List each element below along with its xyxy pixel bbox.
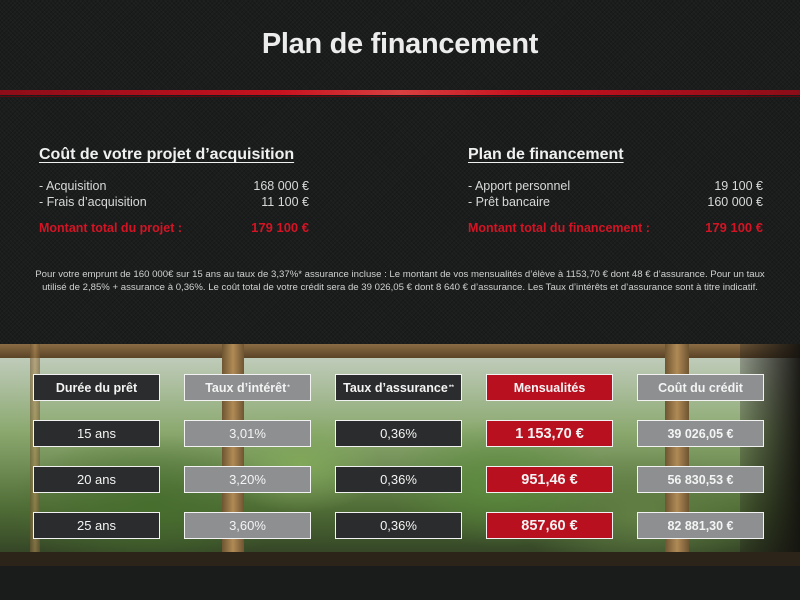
cost-row-acquisition: - Acquisition 168 000 € (39, 178, 309, 194)
financing-label: - Prêt bancaire (468, 195, 550, 209)
cell-duree: 15 ans (33, 420, 160, 447)
photo-floor (0, 552, 800, 566)
cost-label: - Acquisition (39, 179, 107, 193)
cell-taux-interet: 3,01% (184, 420, 311, 447)
cell-mensualite: 1 153,70 € (486, 420, 613, 447)
cell-taux-assurance: 0,36% (335, 420, 462, 447)
financing-section: Plan de financement - Apport personnel 1… (468, 146, 763, 236)
page-footer (0, 566, 800, 600)
page-header: Plan de financement (0, 0, 800, 97)
cost-total-row: Montant total du projet : 179 100 € (39, 220, 309, 236)
financing-total-label: Montant total du financement : (468, 221, 650, 235)
cost-total-value: 179 100 € (251, 220, 309, 235)
cost-row-frais: - Frais d’acquisition 11 100 € (39, 194, 309, 210)
project-cost-section: Coût de votre projet d’acquisition - Acq… (39, 146, 309, 236)
cell-taux-interet: 3,20% (184, 466, 311, 493)
cost-value: 168 000 € (253, 179, 309, 193)
cell-mensualite: 951,46 € (486, 466, 613, 493)
header-taux-assurance: Taux d’assurance ** (335, 374, 462, 401)
pergola-post (30, 344, 40, 566)
cell-duree: 25 ans (33, 512, 160, 539)
header-divider-shadow (0, 96, 800, 97)
financing-total-value: 179 100 € (705, 220, 763, 235)
cell-taux-assurance: 0,36% (335, 512, 462, 539)
header-duree: Durée du prêt (33, 374, 160, 401)
footnote-mark: ** (448, 384, 454, 391)
header-cout-credit: Coût du crédit (637, 374, 764, 401)
cell-cout-credit: 56 830,53 € (637, 466, 764, 493)
financing-value: 160 000 € (707, 195, 763, 209)
cell-taux-assurance: 0,36% (335, 466, 462, 493)
cell-cout-credit: 39 026,05 € (637, 420, 764, 447)
cell-taux-interet: 3,60% (184, 512, 311, 539)
pergola-beam (0, 344, 800, 358)
financing-label: - Apport personnel (468, 179, 571, 193)
cost-value: 11 100 € (261, 195, 309, 209)
project-cost-heading: Coût de votre projet d’acquisition (39, 146, 295, 163)
financing-heading: Plan de financement (468, 146, 624, 163)
header-taux-interet: Taux d’intérêt * (184, 374, 311, 401)
footnote-mark: * (287, 384, 290, 391)
cost-total-label: Montant total du projet : (39, 221, 183, 235)
financing-row-pret: - Prêt bancaire 160 000 € (468, 194, 763, 210)
cell-cout-credit: 82 881,30 € (637, 512, 764, 539)
header-mensualites: Mensualités (486, 374, 613, 401)
financing-value: 19 100 € (714, 179, 763, 193)
cost-label: - Frais d’acquisition (39, 195, 147, 209)
cell-duree: 20 ans (33, 466, 160, 493)
financing-total-row: Montant total du financement : 179 100 € (468, 220, 763, 236)
cell-mensualite: 857,60 € (486, 512, 613, 539)
loan-disclaimer: Pour votre emprunt de 160 000€ sur 15 an… (35, 269, 765, 293)
header-divider (0, 90, 800, 95)
financing-row-apport: - Apport personnel 19 100 € (468, 178, 763, 194)
page-title: Plan de financement (261, 28, 539, 60)
